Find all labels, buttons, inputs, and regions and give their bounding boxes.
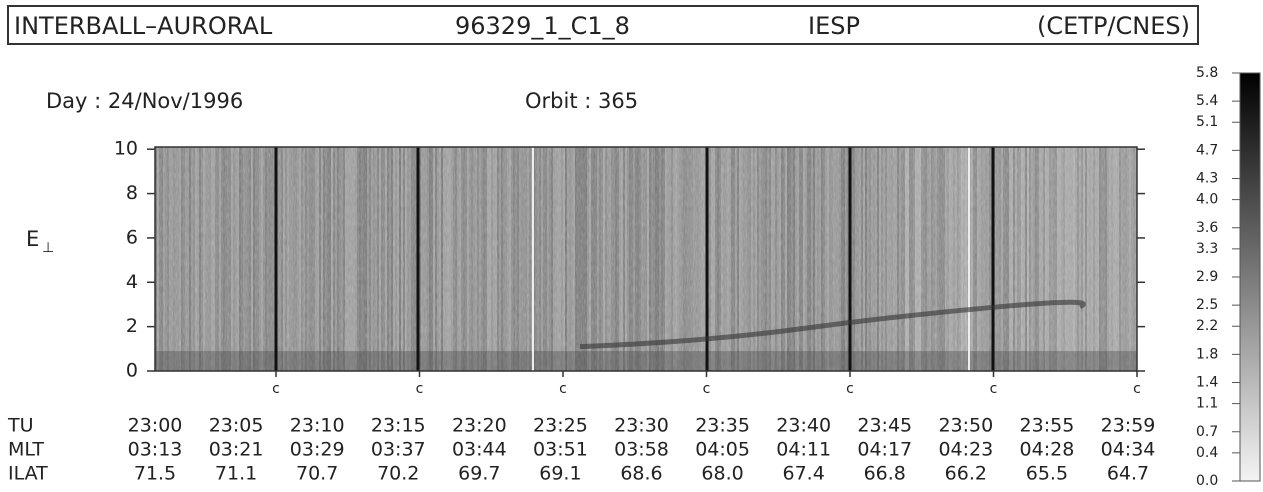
colorbar-tick-label: 4.7 [1196, 142, 1218, 158]
colorbar-tick-label: 3.3 [1196, 241, 1218, 257]
colorbar-tick-label: 5.1 [1196, 114, 1218, 130]
y-tick-label: 10 [114, 138, 138, 160]
row-label: 23:00 [128, 415, 183, 437]
row-label: 23:05 [209, 415, 264, 437]
y-tick-label: 0 [126, 360, 138, 382]
y-tick-label: 4 [126, 271, 138, 293]
row-label: 23:40 [776, 415, 831, 437]
row-label: 23:30 [614, 415, 669, 437]
row-label: 03:58 [614, 439, 669, 461]
row-label: 23:59 [1101, 415, 1156, 437]
row-label: 23:45 [857, 415, 912, 437]
colorbar-tick-label: 1.8 [1196, 346, 1218, 362]
plot-frame [154, 146, 1138, 372]
spectrogram-light-line [532, 147, 534, 371]
colorbar-tick-label: 0.4 [1196, 445, 1218, 461]
spectrogram-noise [155, 147, 1137, 371]
row-label: 64.7 [1107, 463, 1149, 485]
spectrogram-lowband [155, 351, 1137, 371]
spectrogram-dark-line [416, 147, 420, 371]
x-marker: c [703, 381, 711, 397]
row-label: 71.5 [134, 463, 176, 485]
row-label: 66.2 [945, 463, 987, 485]
row-label: 67.4 [783, 463, 825, 485]
colorbar-tick-label: 3.6 [1196, 220, 1218, 236]
row-label: 23:10 [290, 415, 345, 437]
y-tick-label: 2 [126, 315, 138, 337]
row-label: 23:55 [1020, 415, 1075, 437]
colorbar-tick-label: 1.4 [1196, 375, 1218, 391]
row-label: 70.2 [377, 463, 419, 485]
row-label: 03:37 [371, 439, 426, 461]
row-label: 04:17 [857, 439, 912, 461]
x-marker: c [272, 381, 280, 397]
row-label: 23:50 [938, 415, 993, 437]
row-label: 03:29 [290, 439, 345, 461]
x-marker: c [416, 381, 424, 397]
y-axis-label: E [26, 227, 39, 251]
row-name: MLT [8, 439, 44, 461]
colorbar [1239, 72, 1261, 482]
row-label: 23:20 [452, 415, 507, 437]
colorbar-tick-label: 2.9 [1196, 269, 1218, 285]
row-label: 04:28 [1020, 439, 1075, 461]
row-label: 04:23 [938, 439, 993, 461]
header-box [7, 5, 1199, 45]
row-label: 69.7 [458, 463, 500, 485]
x-marker: c [1133, 381, 1141, 397]
row-label: 23:15 [371, 415, 426, 437]
y-axis-label-sub: ⊥ [42, 240, 54, 256]
header-text: (CETP/CNES) [1037, 12, 1190, 40]
row-label: 03:13 [128, 439, 183, 461]
header-text: IESP [808, 12, 860, 40]
y-tick-label: 6 [126, 226, 138, 248]
spectrogram-light-line [968, 147, 970, 371]
row-label: 65.5 [1026, 463, 1068, 485]
x-marker: c [559, 381, 567, 397]
row-label: 03:21 [209, 439, 264, 461]
row-name: TU [7, 415, 34, 437]
row-label: 69.1 [539, 463, 581, 485]
row-label: 23:35 [695, 415, 750, 437]
row-label: 04:34 [1101, 439, 1156, 461]
row-label: 68.6 [620, 463, 662, 485]
row-label: 23:25 [533, 415, 588, 437]
colorbar-tick-label: 2.2 [1196, 318, 1218, 334]
y-tick-label: 8 [126, 182, 138, 204]
spectrogram-dark-line [705, 147, 709, 371]
colorbar-tick-label: 4.3 [1196, 171, 1218, 187]
row-label: 66.8 [864, 463, 906, 485]
colorbar-tick-label: 5.4 [1196, 93, 1218, 109]
day-label: Day : 24/Nov/1996 [46, 89, 243, 113]
header-text: 96329_1_C1_8 [455, 12, 630, 40]
row-label: 03:51 [533, 439, 588, 461]
colorbar-tick-label: 0.7 [1196, 424, 1218, 440]
spectrogram-dark-line [991, 147, 995, 371]
row-label: 04:11 [776, 439, 831, 461]
row-name: ILAT [8, 463, 48, 485]
x-marker: c [846, 381, 854, 397]
spectrogram [154, 146, 1138, 372]
spectrogram-dark-line [848, 147, 852, 371]
colorbar-tick-label: 1.1 [1196, 396, 1218, 412]
spectrogram-trace [579, 299, 1086, 350]
row-label: 04:05 [695, 439, 750, 461]
row-label: 71.1 [215, 463, 257, 485]
spectrogram-dark-line [274, 147, 278, 371]
header-text: INTERBALL–AURORAL [14, 12, 273, 40]
colorbar-tick-label: 2.5 [1196, 297, 1218, 313]
colorbar-tick-label: 0.0 [1196, 473, 1218, 489]
colorbar-tick-label: 5.8 [1196, 65, 1218, 81]
row-label: 68.0 [701, 463, 743, 485]
colorbar-tick-label: 4.0 [1196, 192, 1218, 208]
orbit-label: Orbit : 365 [525, 89, 638, 113]
x-marker: c [990, 381, 998, 397]
row-label: 03:44 [452, 439, 507, 461]
row-label: 70.7 [296, 463, 338, 485]
